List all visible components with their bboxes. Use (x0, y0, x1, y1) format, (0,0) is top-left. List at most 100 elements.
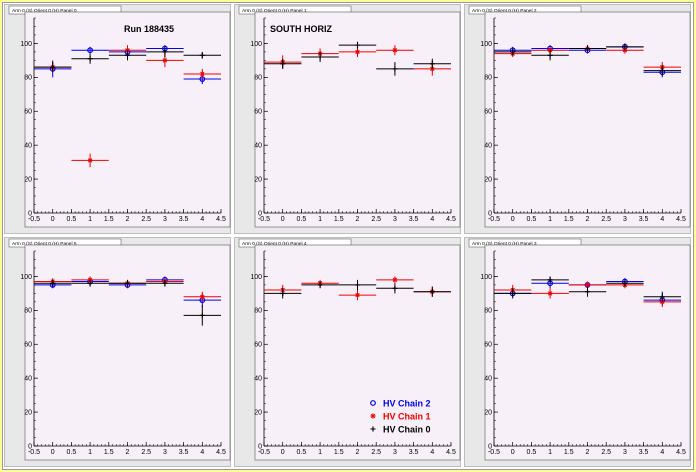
y-tick-label-5-5: 100 (480, 274, 492, 281)
x-tick-label-1-5: 2 (356, 216, 360, 223)
y-tick-label-0-4: 80 (24, 75, 32, 82)
series-chain0-3 (34, 279, 221, 326)
x-tick-label-4-4: 1.5 (334, 449, 344, 456)
y-tick-label-2-1: 20 (484, 176, 492, 183)
x-tick-label-5-4: 1.5 (564, 449, 574, 456)
x-tick-label-2-8: 3.5 (639, 216, 649, 223)
point-chain1-5-1 (547, 290, 553, 296)
y-tick-label-5-4: 80 (484, 308, 492, 315)
series-chain0-5 (494, 276, 681, 302)
x-tick-label-3-10: 4.5 (216, 449, 226, 456)
y-tick-label-1-5: 100 (250, 41, 262, 48)
panel-annotation-1: SOUTH HORIZ (270, 24, 333, 34)
y-tick-label-1-4: 80 (254, 75, 262, 82)
x-tick-label-2-5: 2 (586, 216, 590, 223)
x-tick-label-5-6: 2.5 (601, 449, 611, 456)
x-tick-label-0-8: 3.5 (179, 216, 189, 223)
point-chain0-2-2 (584, 45, 591, 52)
point-chain1-0-1 (87, 157, 93, 164)
point-chain0-3-0 (50, 280, 56, 286)
legend-label-chain2: HV Chain 2 (383, 399, 431, 409)
x-tick-label-5-0: -0.5 (488, 449, 500, 456)
pad-0: Arm 0 (S) Orient 0 (H) Panel 0 -0.5 0 0.5 1 1… (4, 4, 231, 234)
point-chain0-1-3 (392, 66, 398, 72)
panel-tab-title-3: Arm 0 (S) Orient 0 (H) Panel 5 (12, 241, 77, 247)
point-chain1-0-3 (162, 57, 168, 63)
point-chain0-0-1 (87, 56, 93, 62)
point-chain2-0-1 (87, 47, 93, 54)
point-chain0-5-2 (584, 289, 591, 295)
point-chain0-3-3 (162, 280, 168, 286)
point-chain1-1-4 (429, 66, 435, 72)
panel-tab-title-1: Arm 0 (S) Orient 0 (H) Panel 1 (242, 8, 307, 14)
panel-annotation-0: Run 188435 (124, 24, 174, 34)
y-tick-label-0-1: 20 (24, 176, 32, 183)
x-tick-label-5-3: 1 (548, 449, 552, 456)
y-tick-label-4-4: 80 (254, 308, 262, 315)
legend-label-chain0: HV Chain 0 (383, 425, 431, 435)
point-chain0-1-1 (317, 54, 323, 60)
legend-marker-chain2 (370, 400, 376, 406)
x-tick-label-1-4: 1.5 (334, 216, 344, 223)
pad-2: Arm 0 (S) Orient 0 (H) Panel 2 -0.5 0 0.5 1 1… (464, 4, 691, 234)
x-tick-label-4-6: 2.5 (371, 449, 381, 456)
point-chain0-4-4 (429, 289, 435, 295)
chart-2: Arm 0 (S) Orient 0 (H) Panel 2-0.5 0 0.5 1 1… (468, 5, 691, 228)
point-chain0-5-1 (547, 277, 553, 283)
y-tick-label-2-4: 80 (484, 75, 492, 82)
chart-4: Arm 0 (S) Orient 0 (H) Panel 4-0.5 0 0.5 1 1… (238, 238, 461, 461)
point-chain0-3-2 (124, 280, 131, 286)
point-chain0-0-2 (124, 52, 131, 58)
point-chain0-5-3 (622, 280, 628, 286)
point-chain0-0-0 (50, 64, 56, 70)
x-tick-label-0-9: 4 (200, 216, 204, 223)
point-chain0-0-4 (199, 52, 205, 58)
x-tick-label-4-10: 4.5 (446, 449, 456, 456)
chart-3: Arm 0 (S) Orient 0 (H) Panel 5-0.5 0 0.5 1 1… (8, 238, 231, 461)
legend-label-chain1: HV Chain 1 (383, 412, 431, 422)
point-chain1-2-3 (622, 47, 628, 53)
pad-4: Arm 0 (S) Orient 0 (H) Panel 4 -0.5 0 0.5 1 1… (234, 237, 461, 467)
point-chain0-4-0 (280, 290, 286, 296)
point-chain0-1-4 (429, 61, 435, 67)
y-tick-label-0-2: 40 (24, 143, 32, 150)
y-tick-label-5-3: 60 (484, 342, 492, 349)
point-chain0-2-3 (622, 44, 628, 50)
frame-5 (484, 244, 691, 461)
y-tick-label-3-3: 60 (24, 342, 32, 349)
x-tick-label-4-3: 1 (318, 449, 322, 456)
point-chain1-5-2 (584, 282, 591, 288)
x-tick-label-1-2: 0.5 (297, 216, 307, 223)
x-tick-label-3-2: 0.5 (67, 449, 77, 456)
x-tick-label-1-9: 4 (430, 216, 434, 223)
x-tick-label-4-1: 0 (281, 449, 285, 456)
x-tick-label-3-1: 0 (51, 449, 55, 456)
x-tick-label-2-4: 1.5 (564, 216, 574, 223)
point-chain0-3-4 (199, 312, 205, 319)
y-tick-label-1-1: 20 (254, 176, 262, 183)
x-tick-label-4-2: 0.5 (297, 449, 307, 456)
point-chain1-4-2 (354, 292, 361, 298)
point-chain0-0-3 (162, 49, 168, 55)
chart-1: Arm 0 (S) Orient 0 (H) Panel 1-0.5 0 0.5 1 1… (238, 5, 461, 228)
y-tick-label-3-2: 40 (24, 376, 32, 383)
point-chain0-4-2 (354, 282, 361, 288)
x-tick-label-1-1: 0 (281, 216, 285, 223)
x-tick-label-2-2: 0.5 (527, 216, 537, 223)
y-tick-label-3-5: 100 (20, 274, 32, 281)
panel-tab-title-2: Arm 0 (S) Orient 0 (H) Panel 2 (472, 8, 537, 14)
y-tick-label-0-3: 60 (24, 109, 32, 116)
y-tick-label-1-0: 0 (258, 210, 262, 217)
x-tick-label-4-0: -0.5 (258, 449, 270, 456)
y-tick-label-4-3: 60 (254, 342, 262, 349)
x-tick-label-2-9: 4 (660, 216, 664, 223)
x-tick-label-0-0: -0.5 (28, 216, 40, 223)
point-chain0-1-0 (280, 61, 286, 67)
x-tick-label-2-1: 0 (511, 216, 515, 223)
y-tick-label-5-0: 0 (488, 443, 492, 450)
point-chain1-5-4 (659, 299, 665, 305)
point-chain1-1-2 (354, 49, 361, 55)
y-tick-label-4-5: 100 (250, 274, 262, 281)
